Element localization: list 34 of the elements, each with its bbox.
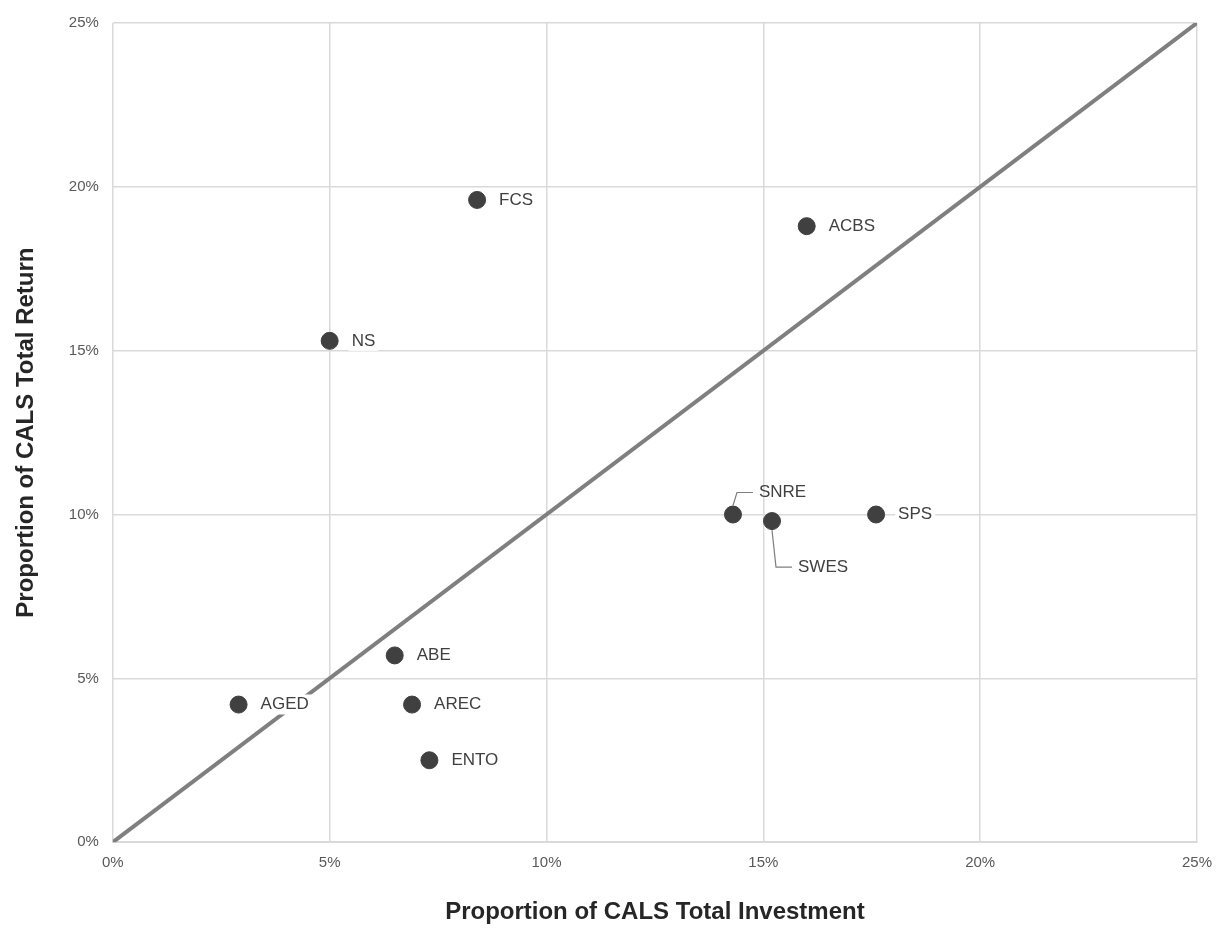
- x-tick-label: 15%: [748, 853, 779, 871]
- point: [867, 505, 886, 524]
- annotation: ACBS: [828, 215, 875, 235]
- annotation: FCS: [499, 189, 534, 209]
- point: [723, 505, 742, 524]
- annotation: SPS: [898, 504, 933, 524]
- annotation: AREC: [434, 694, 482, 714]
- point: [763, 512, 781, 531]
- point: [385, 646, 404, 665]
- y-tick-label: 25%: [68, 13, 99, 31]
- annotation: ENTO: [451, 749, 499, 769]
- annotation: AGED: [260, 694, 309, 714]
- annotation: ABE: [416, 645, 451, 665]
- annotation: SNRE: [758, 482, 807, 502]
- point: [403, 695, 422, 714]
- point: [420, 751, 439, 770]
- point: [229, 695, 248, 714]
- y-tick-label: 5%: [77, 668, 99, 686]
- y-tick-label: 10%: [68, 504, 99, 522]
- point: [797, 217, 816, 236]
- x-tick-label: 20%: [965, 853, 996, 871]
- y-tick-label: 0%: [77, 832, 99, 850]
- y-tick-label: 15%: [68, 340, 99, 358]
- annotation: NS: [351, 330, 376, 350]
- annotation: SWES: [798, 556, 849, 576]
- x-axis-title: Proportion of CALS Total Investment: [445, 897, 865, 925]
- y-tick-label: 20%: [68, 176, 99, 194]
- point: [468, 190, 487, 209]
- x-tick-label: 25%: [1181, 853, 1213, 871]
- x-tick-label: 5%: [318, 853, 341, 871]
- y-axis-title: Proportion of CALS Total Return: [11, 247, 39, 618]
- x-tick-label: 10%: [531, 853, 562, 871]
- point: [320, 331, 339, 350]
- x-tick-label: 0%: [101, 853, 124, 871]
